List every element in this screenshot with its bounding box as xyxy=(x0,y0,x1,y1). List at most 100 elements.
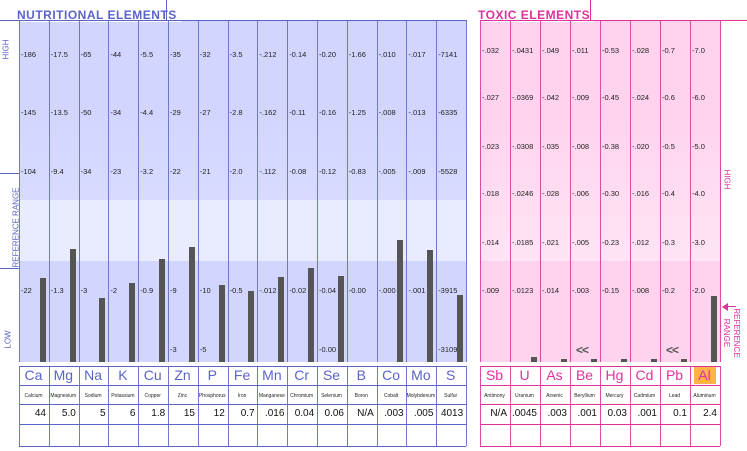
result-value: 0.03 xyxy=(607,408,627,419)
tick-label: -3.0 xyxy=(692,238,705,247)
bar-Cr xyxy=(308,268,314,362)
element-name: Chromium xyxy=(290,393,314,399)
element-name: Sulfur xyxy=(444,393,458,399)
nutritional-top-border xyxy=(19,20,466,21)
tick-label: -0.7 xyxy=(662,46,675,55)
result-value: 0.7 xyxy=(240,408,255,419)
bar-Cu xyxy=(159,258,165,362)
tick-label: -0.9 xyxy=(140,286,154,295)
tick-label: -3.2 xyxy=(140,167,154,176)
tick-label: -.000 xyxy=(378,286,396,295)
column-divider xyxy=(257,20,259,362)
column-divider xyxy=(108,20,110,362)
toxic-title-underline xyxy=(720,20,747,21)
table-left-edge xyxy=(480,366,481,446)
range-tick-bottom xyxy=(0,268,19,269)
tick-label: -186 xyxy=(21,50,37,59)
element-symbol: Cu xyxy=(143,367,162,383)
tick-label: -65 xyxy=(80,50,92,59)
symbol-row-top xyxy=(480,366,720,367)
tick-label-low: -3109 xyxy=(438,345,458,354)
tick-label: -.028 xyxy=(542,189,560,198)
tick-label: -9 xyxy=(170,286,177,295)
tick-label: -2.8 xyxy=(229,108,243,117)
element-symbol: Mg xyxy=(53,367,74,383)
element-name: Calcium xyxy=(24,393,43,399)
tick-label: -0.08 xyxy=(289,167,307,176)
tick-label: -.014 xyxy=(542,286,560,295)
tick-label: -.020 xyxy=(632,142,650,151)
column-divider xyxy=(660,20,661,362)
tick-label: -0.3 xyxy=(662,238,675,247)
element-symbol: Na xyxy=(84,367,103,383)
bar-Zn xyxy=(188,247,195,362)
tick-label: -34 xyxy=(80,167,92,176)
element-name: Copper xyxy=(144,393,161,399)
label-divider xyxy=(346,366,348,446)
element-symbol: Mn xyxy=(262,367,282,383)
tick-label: -0.12 xyxy=(319,167,337,176)
label-divider xyxy=(510,366,511,446)
element-name: Lead xyxy=(668,393,681,399)
element-name: Manganese xyxy=(258,393,285,399)
below-detection-marker: << xyxy=(666,343,679,357)
element-name: Antimony xyxy=(484,393,505,399)
tick-label: -.0123 xyxy=(512,286,534,295)
tick-label: -10 xyxy=(199,286,211,295)
element-symbol: Ca xyxy=(24,367,43,383)
label-divider xyxy=(317,366,318,446)
result-value: 0.1 xyxy=(673,408,687,419)
tick-label: -.035 xyxy=(542,142,560,151)
tick-label: -0.6 xyxy=(662,93,675,102)
tick-label: -1.66 xyxy=(348,50,366,59)
tick-label: -0.38 xyxy=(602,142,620,151)
column-divider xyxy=(168,20,169,362)
tick-label: -34 xyxy=(110,108,122,117)
tick-label: -0.04 xyxy=(319,286,337,295)
label-divider xyxy=(630,366,631,446)
nutritional-title: NUTRITIONAL ELEMENTS xyxy=(15,4,181,22)
tick-label: -.028 xyxy=(632,46,650,55)
element-symbol: Co xyxy=(382,367,401,383)
bar-Hg xyxy=(621,359,627,362)
label-divider xyxy=(168,366,169,446)
column-divider xyxy=(346,20,348,362)
toxic-high-label: HIGH xyxy=(722,169,732,190)
tick-label: -.009 xyxy=(572,93,590,102)
tick-label: -.011 xyxy=(572,46,589,55)
bar-K xyxy=(129,283,136,362)
aluminum-highlight xyxy=(694,367,716,384)
tick-label: -.005 xyxy=(378,167,396,176)
tick-label-low: -3 xyxy=(170,345,177,354)
element-name: Aluminum xyxy=(693,393,716,399)
tick-label: -0.4 xyxy=(662,189,675,198)
column-divider xyxy=(436,20,438,362)
element-symbol: Sb xyxy=(485,367,504,383)
tick-label: -0.16 xyxy=(319,108,337,117)
element-name: Molybdenum xyxy=(406,393,436,399)
result-value: 4013 xyxy=(440,408,464,419)
tick-label: -4.4 xyxy=(140,108,154,117)
nutritional-chart-panel xyxy=(19,20,466,362)
tick-label-low: -5 xyxy=(199,345,207,354)
element-symbol: Cd xyxy=(635,367,654,383)
element-symbol: S xyxy=(446,367,456,383)
table-bottom xyxy=(480,446,720,447)
tick-label: -.012 xyxy=(259,286,277,295)
label-divider xyxy=(227,366,229,446)
bar-Cd xyxy=(651,359,657,362)
element-symbol: Al xyxy=(698,367,711,383)
element-symbol: Zn xyxy=(174,367,191,383)
label-divider xyxy=(406,366,408,446)
tick-label: -0.20 xyxy=(319,50,337,59)
element-symbol: As xyxy=(546,367,563,383)
value-row-bottom xyxy=(480,424,720,425)
tick-label: -17.5 xyxy=(50,50,68,59)
result-value: 12 xyxy=(213,408,225,419)
element-symbol: P xyxy=(207,367,217,383)
result-value: .003 xyxy=(547,408,567,419)
tick-label: -.008 xyxy=(378,108,396,117)
table-bottom xyxy=(19,446,466,447)
tick-label: -0.5 xyxy=(229,286,243,295)
result-value: .003 xyxy=(384,408,404,419)
